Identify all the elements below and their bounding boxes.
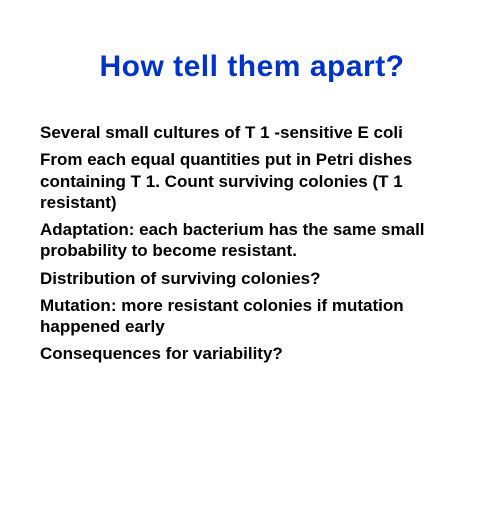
paragraph: From each equal quantities put in Petri … xyxy=(40,149,464,213)
paragraph: Adaptation: each bacterium has the same … xyxy=(40,219,464,262)
slide: How tell them apart? Several small cultu… xyxy=(0,0,504,411)
paragraph: Distribution of surviving colonies? xyxy=(40,268,464,289)
paragraph: Mutation: more resistant colonies if mut… xyxy=(40,295,464,338)
paragraph: Consequences for variability? xyxy=(40,343,464,364)
paragraph: Several small cultures of T 1 -sensitive… xyxy=(40,122,464,143)
slide-title: How tell them apart? xyxy=(40,50,464,84)
slide-body: Several small cultures of T 1 -sensitive… xyxy=(40,122,464,365)
